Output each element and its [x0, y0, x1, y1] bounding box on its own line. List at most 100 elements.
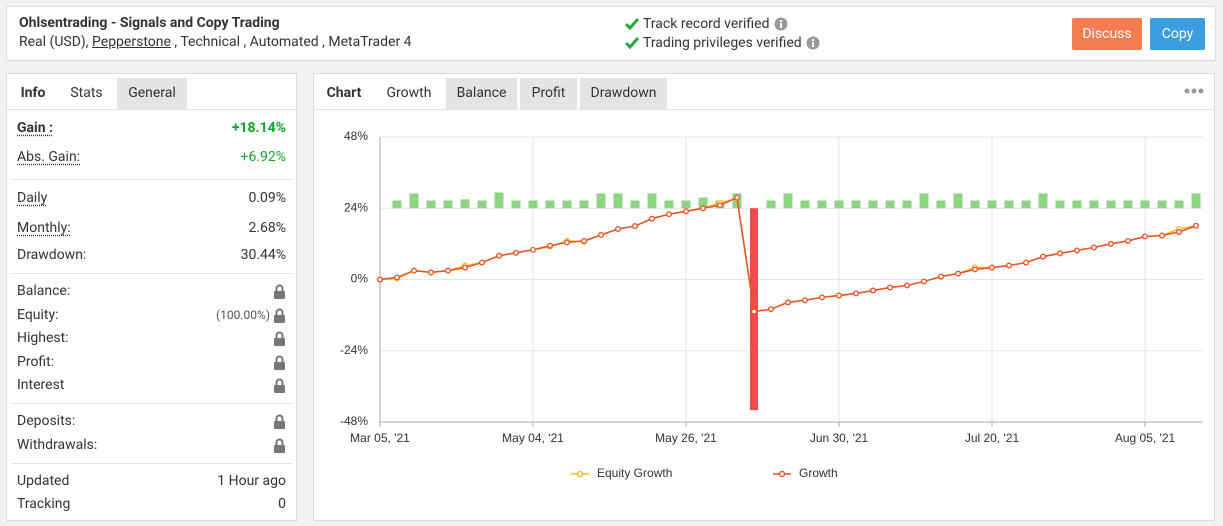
menu-icon[interactable] — [1184, 87, 1204, 95]
lock-icon — [274, 414, 285, 429]
stat-row: Gain : +18.14% — [17, 118, 286, 138]
tab-border — [314, 109, 1214, 110]
data-point — [615, 226, 621, 232]
chart-panel: Chart Growth Balance Profit Drawdown — [313, 73, 1215, 521]
tab-active[interactable]: Growth — [375, 78, 443, 109]
info-icon[interactable] — [774, 17, 788, 31]
stat-label: Gain : — [17, 120, 54, 136]
bar — [392, 200, 402, 209]
stat-row: Updated 1 Hour ago — [17, 471, 286, 491]
bar — [1021, 200, 1031, 209]
data-point — [428, 269, 434, 276]
stats-panel: Info Stats General Gain : +18.14% Abs. Ga… — [6, 73, 297, 521]
stat-value: (100.00%) — [216, 308, 270, 322]
stat-value: 0 — [278, 496, 286, 512]
bar — [460, 199, 470, 209]
tab: Chart — [318, 78, 370, 109]
data-point — [1006, 262, 1012, 269]
data-point — [1057, 250, 1063, 257]
bar — [902, 200, 912, 209]
header-title: Ohlsentrading - Signals and Copy Trading — [19, 15, 280, 31]
tab-active[interactable]: Stats — [59, 78, 114, 109]
tab[interactable]: Drawdown — [580, 78, 667, 109]
bar — [664, 200, 674, 209]
data-point — [1193, 222, 1199, 229]
check-icon — [625, 37, 639, 49]
tab[interactable]: Profit — [520, 78, 577, 109]
stat-row: Daily 0.09% — [17, 188, 286, 208]
discuss-button[interactable]: Discuss — [1072, 18, 1142, 50]
stat-label: Tracking — [17, 496, 71, 512]
bar — [647, 193, 657, 209]
data-point — [1074, 247, 1080, 254]
data-point — [1176, 229, 1182, 235]
data-point — [1142, 233, 1148, 240]
lock-icon — [274, 308, 285, 323]
data-point — [513, 249, 519, 256]
lock-icon — [274, 284, 285, 299]
bar — [885, 200, 895, 209]
bar — [970, 200, 980, 209]
verified-text: Trading privileges verified — [643, 35, 802, 51]
stat-value: 30.44% — [240, 247, 286, 263]
data-point — [411, 267, 417, 274]
stat-label: Drawdown: — [17, 247, 87, 263]
stat-label: Daily — [17, 190, 48, 206]
stat-row: Profit: — [17, 352, 286, 372]
bar — [868, 200, 878, 209]
check-icon — [625, 18, 639, 30]
bar — [630, 200, 640, 209]
x-tick-label: Aug 05, '21 — [1115, 431, 1176, 445]
data-point — [836, 292, 842, 299]
tab[interactable]: Info — [11, 78, 55, 109]
bar — [936, 200, 946, 209]
bar — [1106, 200, 1116, 209]
tab[interactable]: Balance — [446, 78, 517, 109]
bar — [409, 193, 419, 209]
data-point — [955, 270, 961, 277]
data-point — [751, 308, 757, 315]
stat-row: Monthly: 2.68% — [17, 218, 286, 238]
data-point — [683, 208, 689, 215]
data-point — [394, 274, 400, 281]
copy-button[interactable]: Copy — [1150, 18, 1205, 50]
account-tags: , Technical , Automated , MetaTrader 4 — [174, 34, 412, 50]
data-point — [530, 246, 536, 253]
tab[interactable]: General — [117, 78, 187, 109]
data-point — [1159, 232, 1165, 239]
data-point — [768, 306, 774, 313]
bar — [1055, 200, 1065, 209]
data-point — [649, 215, 655, 222]
data-point — [1023, 259, 1029, 266]
info-icon[interactable] — [806, 36, 820, 50]
data-point — [1040, 253, 1046, 260]
bar — [528, 200, 538, 209]
data-point — [904, 282, 910, 289]
data-point — [598, 232, 604, 238]
verified-text: Track record verified — [643, 16, 770, 32]
stat-row: Deposits: — [17, 411, 286, 431]
broker-link[interactable]: Pepperstone — [92, 34, 171, 50]
data-point — [496, 252, 502, 259]
stat-label: Balance: — [17, 283, 71, 299]
separator — [11, 179, 292, 180]
stat-label: Equity: — [17, 307, 59, 323]
bar — [1089, 200, 1099, 209]
bar — [443, 200, 453, 209]
bar — [494, 192, 504, 209]
bar — [613, 193, 623, 209]
series-line — [379, 196, 1197, 313]
data-point — [462, 264, 468, 271]
stat-row: Drawdown: 30.44% — [17, 245, 286, 265]
bar — [1004, 200, 1014, 209]
data-point — [581, 237, 587, 244]
bar — [1140, 200, 1150, 209]
legend-label: Equity Growth — [597, 466, 672, 480]
data-point — [445, 267, 451, 274]
y-tick-label: -48% — [340, 414, 368, 428]
y-tick-label: -24% — [340, 343, 368, 357]
data-point — [1091, 244, 1097, 251]
data-point — [1108, 240, 1114, 247]
bar — [1038, 193, 1048, 209]
